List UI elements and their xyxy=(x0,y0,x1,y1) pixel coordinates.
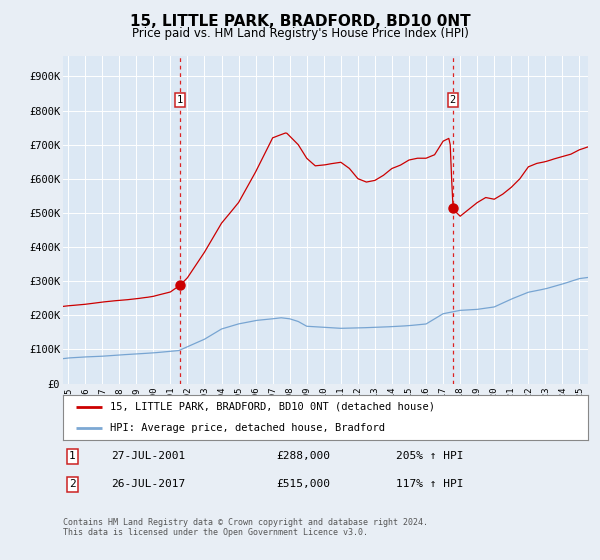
Text: 1: 1 xyxy=(69,451,76,461)
Text: 1: 1 xyxy=(177,95,183,105)
Text: Contains HM Land Registry data © Crown copyright and database right 2024.
This d: Contains HM Land Registry data © Crown c… xyxy=(63,518,428,538)
Text: 117% ↑ HPI: 117% ↑ HPI xyxy=(396,479,464,489)
Text: £515,000: £515,000 xyxy=(276,479,330,489)
Text: 205% ↑ HPI: 205% ↑ HPI xyxy=(396,451,464,461)
Text: £288,000: £288,000 xyxy=(276,451,330,461)
Text: 27-JUL-2001: 27-JUL-2001 xyxy=(111,451,185,461)
Text: 15, LITTLE PARK, BRADFORD, BD10 0NT: 15, LITTLE PARK, BRADFORD, BD10 0NT xyxy=(130,14,470,29)
Text: HPI: Average price, detached house, Bradford: HPI: Average price, detached house, Brad… xyxy=(110,422,385,432)
Text: 15, LITTLE PARK, BRADFORD, BD10 0NT (detached house): 15, LITTLE PARK, BRADFORD, BD10 0NT (det… xyxy=(110,402,435,412)
Text: 2: 2 xyxy=(450,95,456,105)
Text: 26-JUL-2017: 26-JUL-2017 xyxy=(111,479,185,489)
Text: 2: 2 xyxy=(69,479,76,489)
Text: Price paid vs. HM Land Registry's House Price Index (HPI): Price paid vs. HM Land Registry's House … xyxy=(131,27,469,40)
